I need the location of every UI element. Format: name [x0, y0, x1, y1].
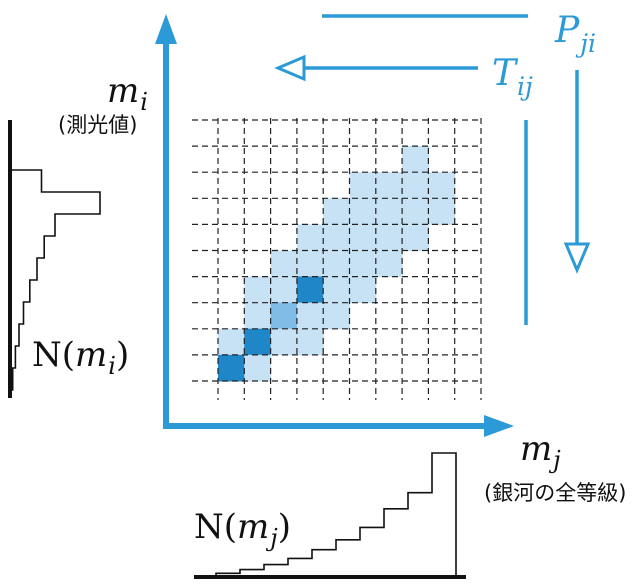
matrix-cell-light: [244, 354, 272, 382]
matrix-cell-light: [349, 172, 377, 199]
m-i-label: mi: [107, 71, 148, 116]
matrix-cell-light: [349, 224, 377, 251]
p-ji-arrows: [322, 14, 591, 274]
t-ij-left-arrowhead: [274, 54, 306, 82]
matrix-cell-light: [270, 328, 298, 356]
y-axis-arrowhead: [155, 14, 177, 44]
transfer-matrix-grid: [192, 118, 482, 400]
matrix-cell-light: [349, 276, 377, 304]
matrix-cell-light: [402, 224, 429, 251]
matrix-cell-light: [375, 172, 403, 199]
matrix-cell-dark: [218, 354, 245, 382]
m-j-note: (銀河の全等級): [484, 481, 626, 505]
matrix-cell-light: [428, 172, 456, 199]
matrix-cell-light: [270, 250, 298, 278]
m-j-label: mj: [520, 429, 561, 474]
matrix-cell-light: [349, 250, 377, 278]
matrix-cell-light: [323, 250, 351, 278]
transfer-matrix-cells: [218, 146, 456, 382]
matrix-cell-dark: [296, 276, 324, 304]
matrix-cell-light: [375, 224, 403, 251]
matrix-cell-dark: [244, 328, 272, 356]
matrix-cell-light: [428, 198, 456, 225]
histogram-n-mj-steps: [215, 452, 457, 577]
matrix-cell-light: [375, 250, 403, 278]
t-ij-label: Tij: [492, 53, 533, 101]
matrix-cell-light: [323, 276, 351, 304]
x-axis-arrowhead: [484, 415, 514, 437]
main-axes: [155, 14, 514, 437]
matrix-cell-mid: [270, 302, 298, 330]
t-ij-arrows: [274, 54, 528, 325]
p-ji-down-arrowhead: [563, 242, 591, 274]
matrix-cell-light: [244, 276, 272, 304]
matrix-cell-light: [244, 302, 272, 330]
matrix-cell-light: [402, 146, 429, 173]
matrix-cell-light: [402, 172, 429, 199]
matrix-cell-light: [323, 302, 351, 330]
matrix-cell-light: [323, 198, 351, 225]
p-ji-label: Pji: [554, 10, 596, 58]
histogram-n-mj: [194, 452, 466, 579]
matrix-cell-light: [323, 224, 351, 251]
matrix-cell-light: [349, 198, 377, 225]
n-mi-label: N(mi): [32, 335, 129, 380]
matrix-cell-light: [296, 328, 324, 356]
matrix-cell-light: [296, 250, 324, 278]
n-mj-label: N(mj): [194, 507, 291, 552]
matrix-cell-light: [270, 276, 298, 304]
histogram-n-mi: [8, 120, 101, 398]
matrix-cell-light: [296, 224, 324, 251]
m-i-note: (測光値): [58, 113, 137, 137]
matrix-cell-light: [375, 198, 403, 225]
matrix-cell-light: [218, 328, 245, 356]
matrix-cell-light: [402, 198, 429, 225]
matrix-cell-light: [296, 302, 324, 330]
histogram-n-mi-steps: [10, 169, 101, 391]
